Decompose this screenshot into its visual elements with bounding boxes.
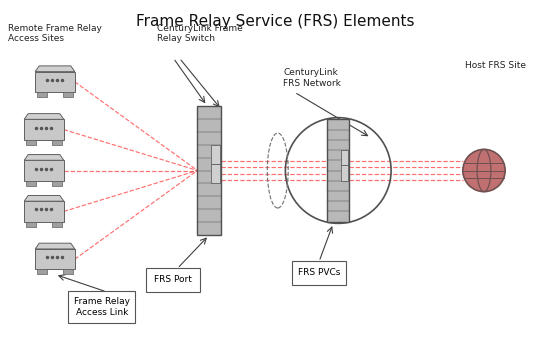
Polygon shape: [35, 243, 75, 249]
Bar: [327, 119, 349, 222]
Bar: [35, 249, 75, 269]
Bar: [24, 160, 64, 181]
Polygon shape: [35, 66, 75, 72]
Bar: [52, 140, 62, 145]
Bar: [26, 181, 36, 186]
Bar: [37, 269, 47, 275]
Bar: [63, 92, 73, 97]
Bar: [35, 72, 75, 92]
Bar: [26, 222, 36, 227]
FancyBboxPatch shape: [146, 268, 200, 292]
Bar: [37, 92, 47, 97]
Text: CenturyLink Frame
Relay Switch: CenturyLink Frame Relay Switch: [157, 24, 243, 43]
Bar: [340, 165, 348, 181]
FancyBboxPatch shape: [292, 261, 346, 285]
Text: FRS Port: FRS Port: [155, 275, 192, 284]
FancyBboxPatch shape: [68, 291, 135, 323]
Text: Frame Relay Service (FRS) Elements: Frame Relay Service (FRS) Elements: [136, 14, 414, 29]
Text: FRS PVCs: FRS PVCs: [298, 268, 340, 277]
Bar: [340, 150, 348, 165]
Bar: [211, 164, 219, 183]
Bar: [26, 140, 36, 145]
Bar: [211, 145, 219, 164]
Polygon shape: [24, 114, 64, 119]
Text: Host FRS Site: Host FRS Site: [465, 61, 526, 70]
Bar: [24, 201, 64, 222]
Bar: [52, 222, 62, 227]
Text: Frame Relay
Access Link: Frame Relay Access Link: [74, 297, 130, 316]
Circle shape: [463, 149, 505, 192]
Text: Remote Frame Relay
Access Sites: Remote Frame Relay Access Sites: [8, 24, 102, 43]
Text: CenturyLink
FRS Network: CenturyLink FRS Network: [283, 68, 341, 88]
Bar: [197, 106, 221, 235]
Bar: [24, 119, 64, 140]
Bar: [52, 181, 62, 186]
Polygon shape: [24, 195, 64, 201]
Bar: [63, 269, 73, 275]
Polygon shape: [24, 154, 64, 160]
